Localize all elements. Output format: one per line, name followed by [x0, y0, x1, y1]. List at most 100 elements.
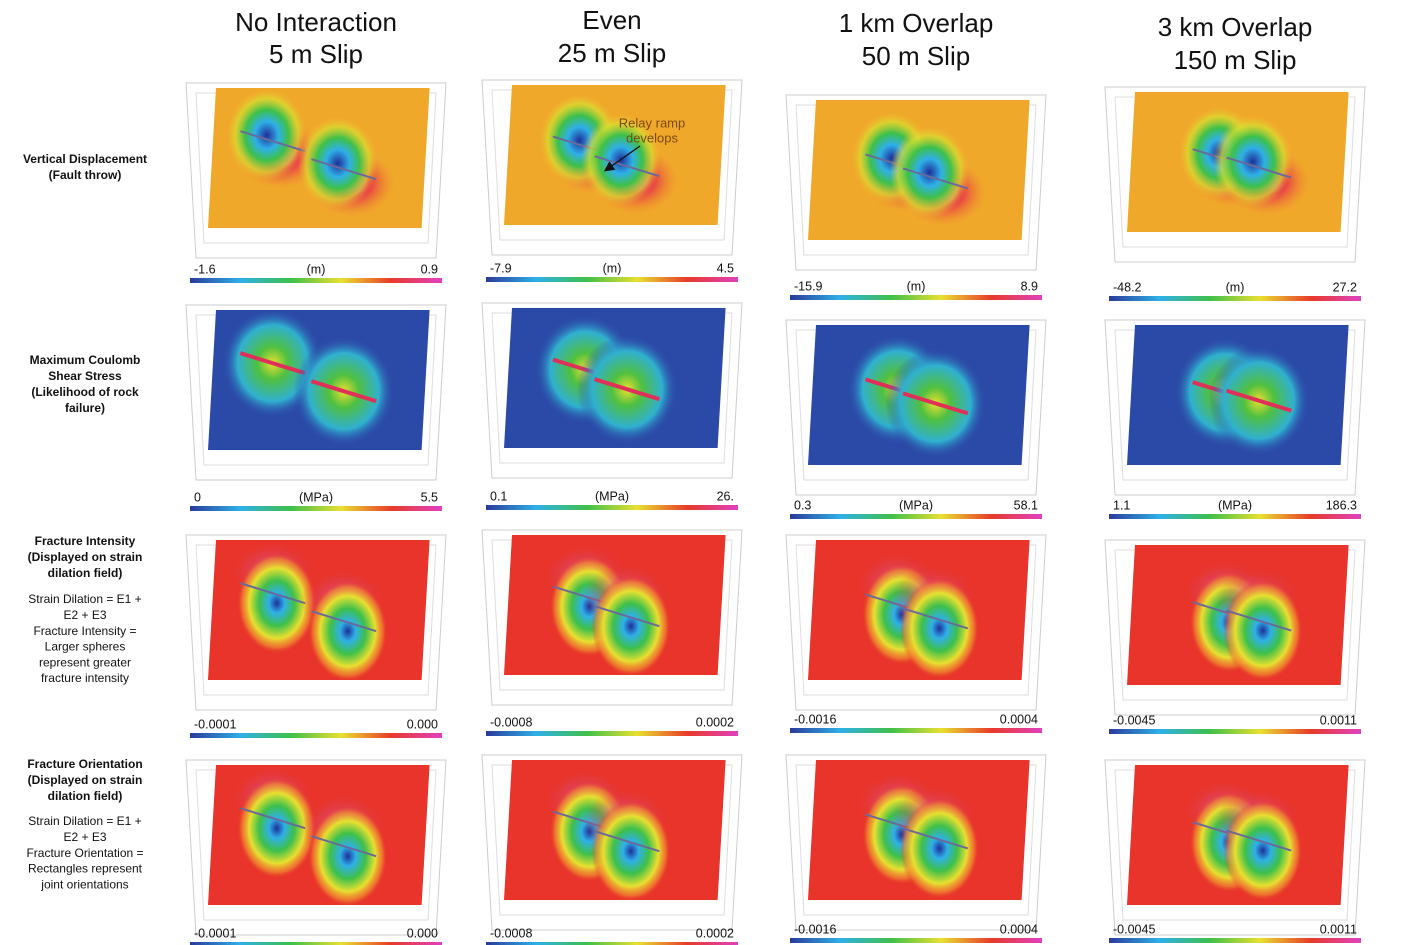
colorbar-max: 0.0011	[1320, 713, 1357, 727]
panel: -0.0016 0.0004	[786, 535, 1046, 733]
colorbar-min: 0.3	[794, 498, 811, 512]
colorbar	[1109, 729, 1361, 734]
row-note: Larger spheres	[45, 640, 126, 654]
colorbar-min: -48.2	[1113, 280, 1142, 294]
panel: 0.1 (MPa) 26.	[482, 303, 742, 510]
row-note: Fracture Intensity =	[33, 624, 136, 638]
colorbar-min: 0.1	[490, 489, 507, 503]
colorbar-max: 0.000	[407, 926, 438, 940]
colorbar	[1109, 514, 1361, 519]
colorbar-max: 0.0002	[696, 926, 734, 940]
colorbar-unit: (m)	[307, 262, 326, 276]
row-note: represent greater	[39, 655, 131, 669]
colorbar	[790, 938, 1042, 943]
colorbar	[486, 277, 738, 282]
colorbar	[1109, 296, 1361, 301]
colorbar	[486, 505, 738, 510]
colorbar-max: 0.0004	[1000, 922, 1038, 936]
panel: 0(MPa)5.5	[186, 305, 446, 511]
colorbar-unit: (m)	[1226, 280, 1245, 294]
row-label: failure)	[65, 401, 105, 415]
lobe	[890, 126, 969, 218]
panel: -0.0016 0.0004	[786, 755, 1046, 943]
colorbar	[1109, 938, 1361, 943]
row-label: Fracture Orientation	[27, 757, 142, 771]
annotation: Relay ramp	[619, 115, 685, 130]
row-label: (Displayed on strain	[28, 550, 143, 564]
panel: -0.0045 0.0011	[1105, 540, 1365, 734]
row-label: dilation field)	[48, 789, 123, 803]
column-title: 5 m Slip	[269, 39, 363, 69]
colorbar-min: -1.6	[194, 262, 216, 276]
colorbar	[190, 278, 442, 283]
colorbar	[790, 514, 1042, 519]
colorbar	[486, 731, 738, 736]
column-title: 50 m Slip	[862, 41, 970, 71]
colorbar-max: 0.000	[407, 717, 438, 731]
row-note: E2 + E3	[63, 608, 106, 622]
panel: -48.2 (m) 27.2	[1105, 87, 1365, 301]
row-label: (Fault throw)	[49, 168, 122, 182]
row-note: Rectangles represent	[28, 862, 143, 876]
row-note: fracture intensity	[41, 671, 129, 685]
colorbar-max: 5.5	[421, 490, 438, 504]
colorbar-max: 0.0004	[1000, 712, 1038, 726]
colorbar-max: 0.0011	[1320, 922, 1357, 936]
colorbar-max: 4.5	[717, 261, 734, 275]
colorbar-unit: (m)	[603, 261, 622, 275]
colorbar-unit: (MPa)	[299, 490, 333, 504]
colorbar	[790, 295, 1042, 300]
column-title: 1 km Overlap	[839, 8, 994, 38]
lobe	[1213, 115, 1292, 207]
colorbar-min: 1.1	[1113, 498, 1130, 512]
colorbar-min: -0.0045	[1113, 922, 1155, 936]
row-note: Strain Dilation = E1 +	[28, 814, 141, 828]
panel: 1.1 (MPa) 186.3	[1105, 320, 1365, 519]
colorbar-max: 27.2	[1333, 280, 1357, 294]
colorbar-unit: (m)	[907, 279, 926, 293]
row-label: Shear Stress	[48, 369, 122, 383]
colorbar	[790, 728, 1042, 733]
colorbar-max: 0.0002	[696, 715, 734, 729]
colorbar-max: 58.1	[1014, 498, 1038, 512]
colorbar-min: -0.0045	[1113, 713, 1155, 727]
row-label: (Displayed on strain	[28, 773, 143, 787]
row-note: joint orientations	[40, 877, 128, 891]
panel: -15.9(m)8.9	[786, 95, 1046, 300]
colorbar	[190, 733, 442, 738]
colorbar-max: 0.9	[421, 262, 438, 276]
panel: -1.6 (m) 0.9	[186, 83, 446, 283]
colorbar	[190, 506, 442, 511]
row-note: E2 + E3	[63, 830, 106, 844]
panel: 0.3(MPa)58.1	[786, 320, 1046, 519]
column-title: 3 km Overlap	[1158, 12, 1313, 42]
panel: -0.0045 0.0011	[1105, 760, 1365, 943]
row-note: Fracture Orientation =	[26, 846, 143, 860]
column-title: 25 m Slip	[558, 38, 666, 68]
colorbar-max: 26.	[717, 489, 734, 503]
colorbar-min: -0.0016	[794, 712, 836, 726]
row-label: dilation field)	[48, 566, 123, 580]
colorbar-min: -0.0016	[794, 922, 836, 936]
figure: No Interaction5 m Slip Even25 m Slip 1 km …	[0, 0, 1426, 945]
column-title: No Interaction	[235, 7, 397, 37]
colorbar-unit: (MPa)	[1218, 498, 1252, 512]
colorbar-min: -15.9	[794, 279, 823, 293]
row-label: Vertical Displacement	[23, 152, 147, 166]
colorbar-unit: (MPa)	[595, 489, 629, 503]
colorbar-min: -0.0008	[490, 715, 532, 729]
lobe	[227, 89, 306, 181]
row-label: Fracture Intensity	[35, 534, 136, 548]
panel: -0.0008 0.0002	[482, 530, 742, 736]
row-label: Maximum Coulomb	[30, 353, 141, 367]
annotation: develops	[626, 130, 679, 145]
column-title: 150 m Slip	[1174, 45, 1297, 75]
lobe	[298, 117, 377, 209]
row-note: Strain Dilation = E1 +	[28, 592, 141, 606]
colorbar-max: 186.3	[1326, 498, 1357, 512]
column-title: Even	[582, 5, 641, 35]
